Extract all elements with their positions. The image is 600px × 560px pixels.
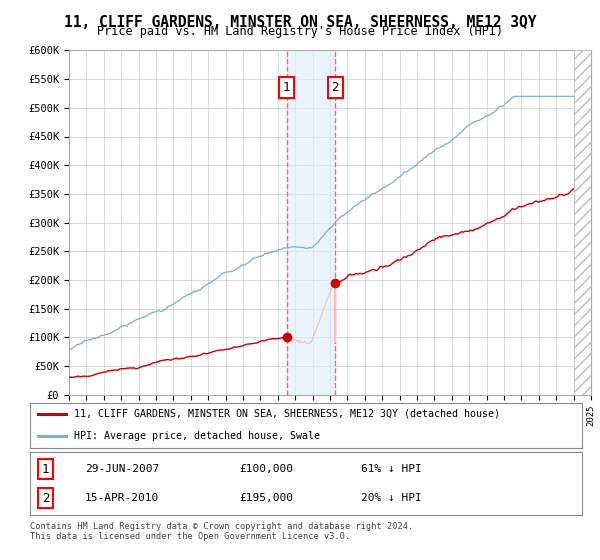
Text: 15-APR-2010: 15-APR-2010 (85, 493, 160, 503)
Text: 2: 2 (331, 81, 339, 94)
Text: 29-JUN-2007: 29-JUN-2007 (85, 464, 160, 474)
Bar (574, 50, 591, 395)
Bar (287, 50, 335, 395)
Text: Contains HM Land Registry data © Crown copyright and database right 2024.
This d: Contains HM Land Registry data © Crown c… (30, 522, 413, 542)
Text: 11, CLIFF GARDENS, MINSTER ON SEA, SHEERNESS, ME12 3QY (detached house): 11, CLIFF GARDENS, MINSTER ON SEA, SHEER… (74, 409, 500, 419)
Text: Price paid vs. HM Land Registry's House Price Index (HPI): Price paid vs. HM Land Registry's House … (97, 25, 503, 38)
Text: 1: 1 (283, 81, 290, 94)
Text: 20% ↓ HPI: 20% ↓ HPI (361, 493, 422, 503)
Text: 61% ↓ HPI: 61% ↓ HPI (361, 464, 422, 474)
Text: HPI: Average price, detached house, Swale: HPI: Average price, detached house, Swal… (74, 431, 320, 441)
Text: £100,000: £100,000 (240, 464, 294, 474)
Text: 1: 1 (42, 463, 49, 476)
Text: 2: 2 (42, 492, 49, 505)
Text: £195,000: £195,000 (240, 493, 294, 503)
Text: 11, CLIFF GARDENS, MINSTER ON SEA, SHEERNESS, ME12 3QY: 11, CLIFF GARDENS, MINSTER ON SEA, SHEER… (64, 15, 536, 30)
